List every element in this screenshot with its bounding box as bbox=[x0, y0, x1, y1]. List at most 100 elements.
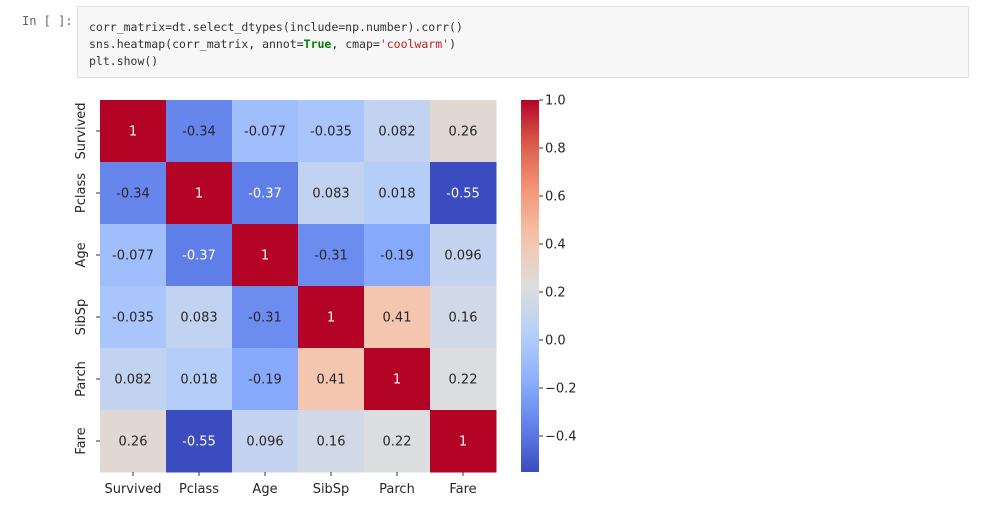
heatmap-cell bbox=[364, 410, 431, 473]
heatmap-cells bbox=[100, 100, 497, 473]
cell-annotation: -0.035 bbox=[112, 311, 154, 326]
colorbar-tick-label: 0.2 bbox=[545, 286, 566, 301]
cell-output: 1 -0.34 -0.077 -0.035 0.082 0.26 -0.34 1 -0.37 0.… bbox=[60, 90, 620, 509]
cell-annotation: -0.37 bbox=[182, 249, 216, 264]
code-text: , cmap= bbox=[331, 37, 380, 51]
cell-annotation: 0.083 bbox=[312, 187, 349, 202]
heatmap-cell bbox=[166, 162, 233, 225]
heatmap-cell bbox=[298, 348, 365, 411]
code-string: 'coolwarm' bbox=[379, 37, 450, 51]
colorbar-gradient bbox=[521, 100, 539, 472]
cell-annotation: 1 bbox=[393, 373, 401, 388]
y-tick-label: Parch bbox=[74, 361, 89, 397]
cell-annotation: 0.082 bbox=[378, 125, 415, 140]
heatmap-cell bbox=[100, 100, 167, 163]
cell-annotation: 0.41 bbox=[317, 373, 346, 388]
heatmap-cell bbox=[166, 100, 233, 163]
heatmap-cell bbox=[166, 286, 233, 349]
cell-annotation: 0.26 bbox=[449, 125, 478, 140]
heatmap-cell bbox=[100, 162, 167, 225]
cell-annotation: 0.41 bbox=[383, 311, 412, 326]
x-tick-label: Parch bbox=[379, 482, 415, 497]
heatmap-cell bbox=[232, 100, 299, 163]
heatmap-cell bbox=[100, 286, 167, 349]
heatmap-cell bbox=[298, 100, 365, 163]
heatmap-cell bbox=[298, 162, 365, 225]
heatmap-cell bbox=[430, 162, 497, 225]
cell-annotation: -0.077 bbox=[112, 249, 154, 264]
heatmap-cell bbox=[430, 100, 497, 163]
cell-annotation: -0.19 bbox=[248, 373, 282, 388]
heatmap-cell bbox=[100, 348, 167, 411]
y-tick-label: Age bbox=[74, 242, 89, 267]
code-text: ) bbox=[449, 37, 456, 51]
cell-annotation: 0.096 bbox=[444, 249, 481, 264]
heatmap-cell bbox=[364, 162, 431, 225]
cell-annotation: -0.31 bbox=[314, 249, 348, 264]
x-tick-label: SibSp bbox=[313, 482, 350, 497]
colorbar-tick-label: 0.8 bbox=[545, 142, 566, 157]
x-tick-label: Pclass bbox=[179, 482, 219, 497]
cell-annotation: 0.16 bbox=[317, 435, 346, 450]
heatmap-annotations: 1 -0.34 -0.077 -0.035 0.082 0.26 -0.34 1 -0.37 0.… bbox=[112, 125, 482, 450]
heatmap-cell bbox=[166, 410, 233, 473]
colorbar-tick-label: 0.0 bbox=[545, 334, 566, 349]
colorbar: 1.0 0.8 0.6 0.4 0.2 0.0 −0.2 −0.4 bbox=[521, 94, 577, 472]
cell-annotation: -0.34 bbox=[116, 187, 150, 202]
cell-annotation: -0.077 bbox=[244, 125, 286, 140]
x-tick-label: Survived bbox=[104, 482, 161, 497]
cell-annotation: -0.55 bbox=[446, 187, 480, 202]
y-tick-label: SibSp bbox=[74, 299, 89, 336]
heatmap-cell bbox=[232, 348, 299, 411]
cell-annotation: 0.083 bbox=[180, 311, 217, 326]
heatmap-cell bbox=[298, 410, 365, 473]
heatmap-cell bbox=[232, 162, 299, 225]
heatmap-cell bbox=[364, 224, 431, 287]
heatmap-cell bbox=[232, 286, 299, 349]
cell-prompt: In [ ]: bbox=[22, 14, 73, 28]
y-tick-label: Survived bbox=[74, 102, 89, 159]
colorbar-tick-label: 0.6 bbox=[545, 190, 566, 205]
heatmap-chart: 1 -0.34 -0.077 -0.035 0.082 0.26 -0.34 1 -0.37 0.… bbox=[74, 94, 577, 498]
x-axis: Survived Pclass Age SibSp Parch Fare bbox=[104, 472, 477, 497]
code-editor[interactable]: corr_matrix=dt.select_dtypes(include=np.… bbox=[77, 6, 969, 78]
heatmap-cell bbox=[298, 286, 365, 349]
cell-annotation: -0.55 bbox=[182, 435, 216, 450]
heatmap-cell bbox=[430, 348, 497, 411]
heatmap-cell bbox=[166, 224, 233, 287]
heatmap-cell bbox=[100, 224, 167, 287]
cell-annotation: 0.22 bbox=[383, 435, 412, 450]
colorbar-tick-label: −0.2 bbox=[545, 382, 577, 397]
cell-annotation: 1 bbox=[129, 125, 137, 140]
heatmap-cell bbox=[232, 224, 299, 287]
cell-annotation: 0.082 bbox=[114, 373, 151, 388]
x-tick-label: Age bbox=[252, 482, 277, 497]
heatmap-cell bbox=[232, 410, 299, 473]
cell-annotation: 0.096 bbox=[246, 435, 283, 450]
heatmap-cell bbox=[364, 100, 431, 163]
cell-annotation: 1 bbox=[459, 435, 467, 450]
cell-annotation: 1 bbox=[261, 249, 269, 264]
x-tick-label: Fare bbox=[449, 482, 476, 497]
cell-annotation: -0.31 bbox=[248, 311, 282, 326]
heatmap-cell bbox=[166, 348, 233, 411]
code-line-1: corr_matrix=dt.select_dtypes(include=np.… bbox=[89, 20, 463, 34]
cell-annotation: 0.16 bbox=[449, 311, 478, 326]
code-keyword: True bbox=[303, 37, 332, 51]
colorbar-tick-label: −0.4 bbox=[545, 430, 577, 445]
heatmap-cell bbox=[364, 286, 431, 349]
heatmap-cell bbox=[430, 410, 497, 473]
cell-annotation: -0.37 bbox=[248, 187, 282, 202]
y-axis: Survived Pclass Age SibSp Parch Fare bbox=[74, 102, 100, 455]
colorbar-tick-label: 0.4 bbox=[545, 238, 566, 253]
cell-annotation: 0.22 bbox=[449, 373, 478, 388]
heatmap-cell bbox=[100, 410, 167, 473]
heatmap-cell bbox=[430, 286, 497, 349]
cell-annotation: 0.018 bbox=[180, 373, 217, 388]
heatmap-cell bbox=[298, 224, 365, 287]
y-tick-label: Pclass bbox=[74, 173, 89, 213]
code-text: sns.heatmap(corr_matrix, annot= bbox=[89, 37, 304, 51]
y-tick-label: Fare bbox=[74, 427, 89, 454]
heatmap-cell bbox=[430, 224, 497, 287]
cell-annotation: 1 bbox=[327, 311, 335, 326]
